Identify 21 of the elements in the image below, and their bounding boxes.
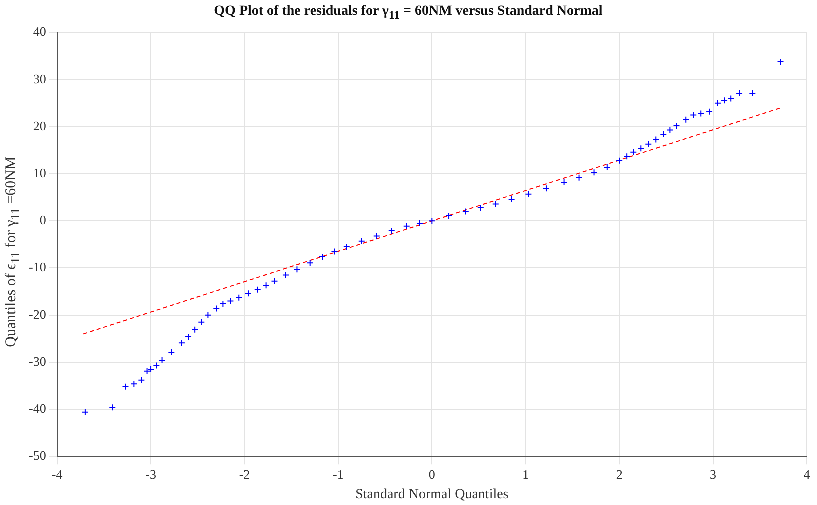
x-tick-label: 4 — [804, 466, 811, 482]
y-tick-label: 0 — [40, 212, 46, 228]
y-tick-label: 20 — [33, 118, 46, 134]
x-axis-title: Standard Normal Quantiles — [356, 487, 509, 502]
y-tick-label: 10 — [33, 165, 46, 180]
chart-title: QQ Plot of the residuals for γ$_{11}$ = 60NM versus Standard Normal — [213, 4, 604, 22]
x-tick-label: 3 — [710, 466, 717, 482]
y-tick-label: -20 — [28, 306, 46, 322]
y-tick-label: 40 — [33, 24, 46, 40]
x-tick-label: -3 — [146, 466, 156, 482]
x-tick-label: 2 — [616, 466, 623, 482]
y-tick-label: -30 — [28, 354, 46, 369]
x-tick-label: 1 — [522, 466, 530, 482]
x-tick-label: -1 — [333, 466, 344, 482]
y-tick-label: -10 — [28, 260, 46, 275]
x-tick-label: 0 — [428, 466, 436, 482]
y-tick-label: 30 — [33, 71, 46, 86]
x-tick-label: -2 — [239, 466, 250, 482]
x-tick-label: -4 — [52, 466, 64, 482]
y-tick-label: -40 — [28, 400, 46, 416]
y-tick-label: -50 — [28, 448, 46, 464]
